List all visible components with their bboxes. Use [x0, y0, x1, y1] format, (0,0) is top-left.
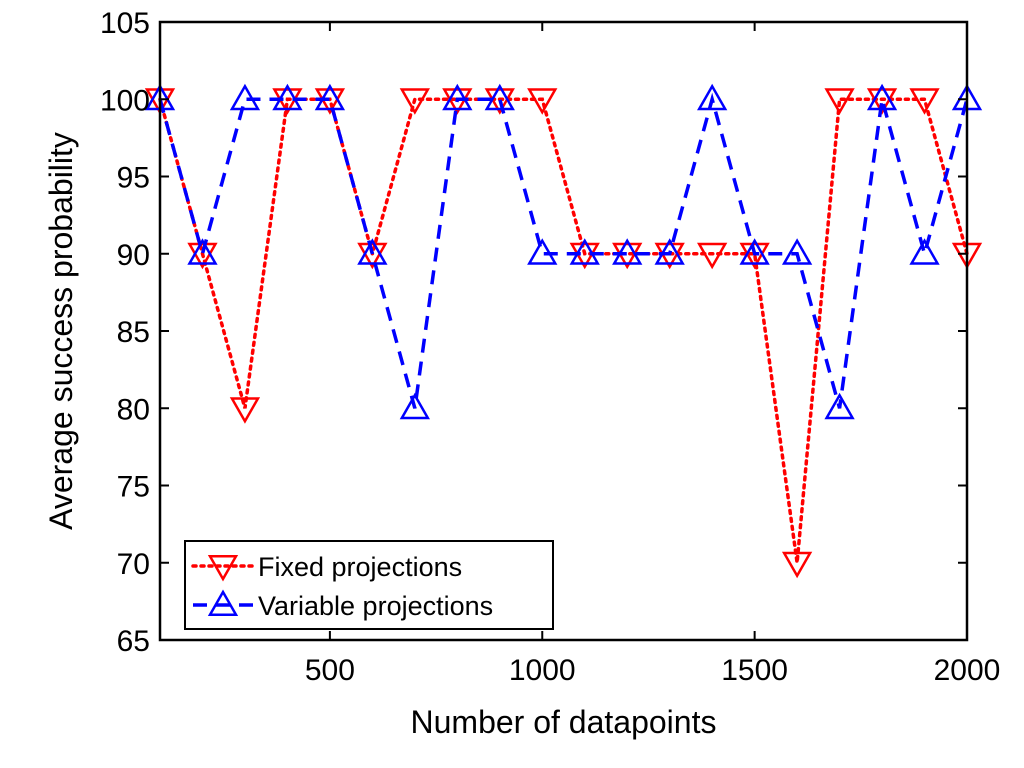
data-point-marker [399, 88, 430, 115]
x-tick-label: 2000 [934, 654, 1001, 687]
y-axis-title: Average success probability [43, 132, 79, 530]
x-axis-title: Number of datapoints [411, 704, 717, 740]
data-point-marker [739, 242, 770, 270]
data-point-marker [314, 83, 346, 111]
y-tick-label: 95 [117, 162, 150, 195]
data-point-marker [909, 88, 940, 115]
ticks-layer: 65 70 75 80 85 90 95 100 105 500 1000 1500 2000 [100, 7, 1000, 687]
legend: Fixed projections Variable projections [184, 540, 554, 630]
data-point-marker [357, 242, 388, 270]
legend-label: Variable projections [258, 591, 493, 621]
data-point-marker [527, 88, 558, 115]
data-point-marker [187, 242, 218, 270]
data-point-marker [442, 83, 473, 111]
x-tick-label: 1000 [509, 654, 576, 687]
data-point-marker [484, 83, 515, 111]
data-point-marker [357, 238, 388, 265]
legend-items: Fixed projections Variable projections [191, 552, 493, 621]
data-point-marker [866, 88, 898, 115]
data-point-marker [527, 238, 558, 265]
x-tick-label: 1500 [721, 654, 788, 687]
y-tick-label: 80 [117, 393, 150, 426]
x-tick-label: 500 [305, 654, 355, 687]
y-tick-label: 70 [117, 548, 150, 581]
legend-box [184, 540, 554, 630]
data-point-marker [569, 238, 600, 265]
data-point-marker [399, 392, 430, 420]
data-point-marker [697, 242, 728, 270]
data-point-marker [824, 392, 855, 420]
legend-label: Fixed projections [258, 552, 462, 582]
data-point-marker [654, 238, 685, 265]
legend-marker-sample [207, 555, 239, 582]
data-point-marker [781, 238, 813, 265]
data-point-marker [229, 397, 261, 424]
y-tick-label: 75 [117, 471, 150, 504]
data-point-marker [824, 88, 855, 115]
legend-marker-sample [207, 589, 239, 616]
data-point-marker [697, 83, 728, 111]
y-tick-label: 105 [100, 7, 150, 40]
y-tick-label: 90 [117, 239, 150, 272]
data-point-marker [229, 83, 261, 111]
y-tick-label: 100 [100, 84, 150, 117]
y-tick-label: 65 [117, 625, 150, 658]
data-point-marker [739, 238, 770, 265]
data-point-marker [781, 551, 813, 579]
legend-entry: Variable projections [193, 589, 493, 621]
data-point-marker [272, 83, 303, 111]
data-point-marker [484, 88, 515, 115]
data-point-marker [187, 238, 218, 265]
data-point-marker [866, 83, 898, 111]
legend-entry: Fixed projections [191, 552, 462, 582]
data-point-marker [612, 238, 643, 265]
series-layer [144, 83, 983, 579]
data-point-marker [909, 238, 940, 265]
y-tick-label: 85 [117, 316, 150, 349]
